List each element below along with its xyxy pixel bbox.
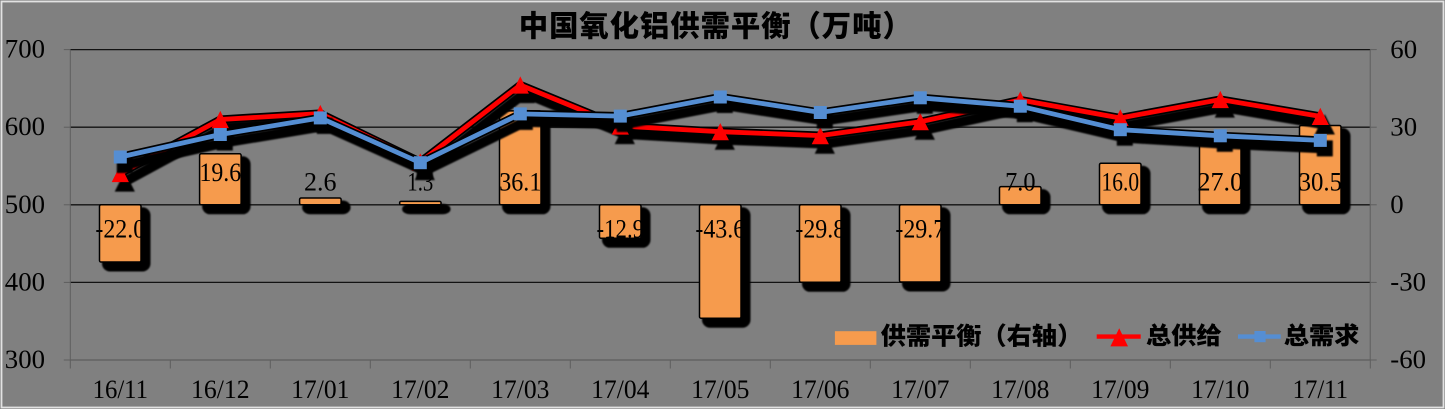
svg-text:17/07: 17/07 xyxy=(891,374,949,404)
svg-text:19.6: 19.6 xyxy=(199,157,241,187)
svg-text:17/01: 17/01 xyxy=(291,374,349,404)
svg-text:30: 30 xyxy=(1390,111,1417,141)
svg-text:-60: -60 xyxy=(1390,344,1426,374)
svg-text:27.0: 27.0 xyxy=(1198,166,1244,196)
svg-text:17/03: 17/03 xyxy=(491,374,549,404)
svg-text:17/11: 17/11 xyxy=(1293,374,1348,404)
svg-text:16/11: 16/11 xyxy=(93,374,148,404)
svg-text:16/12: 16/12 xyxy=(191,374,250,404)
svg-text:2.6: 2.6 xyxy=(304,166,337,196)
svg-text:17/10: 17/10 xyxy=(1191,374,1249,404)
svg-text:36.1: 36.1 xyxy=(499,166,541,196)
svg-text:17/05: 17/05 xyxy=(691,374,749,404)
svg-text:-30: -30 xyxy=(1390,267,1426,297)
svg-text:17/08: 17/08 xyxy=(991,374,1049,404)
svg-text:-29.8: -29.8 xyxy=(795,214,845,244)
svg-text:-29.7: -29.7 xyxy=(895,214,945,244)
svg-text:16.0: 16.0 xyxy=(1102,166,1140,196)
svg-text:30.5: 30.5 xyxy=(1299,166,1342,196)
svg-text:7.0: 7.0 xyxy=(1005,166,1035,196)
svg-text:600: 600 xyxy=(5,111,45,141)
svg-text:17/06: 17/06 xyxy=(791,374,849,404)
svg-text:0: 0 xyxy=(1390,189,1403,219)
svg-text:-12.9: -12.9 xyxy=(597,214,645,244)
svg-text:300: 300 xyxy=(5,344,45,374)
svg-text:17/02: 17/02 xyxy=(391,374,449,404)
svg-text:60: 60 xyxy=(1390,34,1417,64)
svg-text:-43.6: -43.6 xyxy=(695,214,745,244)
svg-text:400: 400 xyxy=(5,266,45,296)
svg-text:500: 500 xyxy=(5,189,45,219)
svg-text:17/04: 17/04 xyxy=(591,374,649,404)
svg-text:-22.0: -22.0 xyxy=(95,214,145,244)
svg-text:700: 700 xyxy=(5,34,45,64)
svg-text:17/09: 17/09 xyxy=(1091,374,1149,404)
